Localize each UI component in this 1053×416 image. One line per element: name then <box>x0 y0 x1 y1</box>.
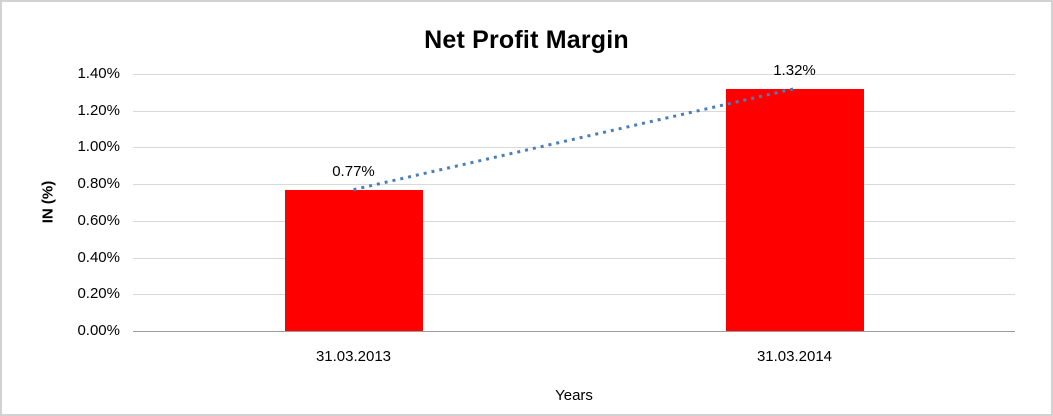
x-category-label: 31.03.2014 <box>756 348 833 365</box>
gridline <box>133 110 1015 112</box>
y-tick-label: 1.40% <box>77 65 120 82</box>
bar-31.03.2013 <box>284 189 423 331</box>
gridline <box>133 184 1015 186</box>
y-tick-label: 1.00% <box>77 138 120 156</box>
x-axis-title: Years <box>555 387 593 404</box>
y-tick-label: 0.60% <box>77 211 120 229</box>
bar-31.03.2014 <box>725 88 864 331</box>
gridline <box>133 74 1015 75</box>
data-label: 1.32% <box>773 61 816 79</box>
gridline <box>133 257 1015 259</box>
y-tick-label: 0.20% <box>77 285 120 303</box>
data-label: 0.77% <box>332 162 375 180</box>
chart-title: Net Profit Margin <box>424 26 629 54</box>
y-tick-label: 0.80% <box>77 175 120 193</box>
gridline <box>133 220 1015 222</box>
y-tick-label: 0.00% <box>77 322 120 339</box>
gridline <box>133 294 1015 296</box>
y-tick-label: 0.40% <box>77 248 120 266</box>
x-category-label: 31.03.2013 <box>315 348 392 365</box>
plot-area <box>133 74 1015 332</box>
x-axis-line <box>133 331 1015 332</box>
y-tick-label: 1.20% <box>77 101 120 119</box>
gridline <box>133 147 1015 149</box>
